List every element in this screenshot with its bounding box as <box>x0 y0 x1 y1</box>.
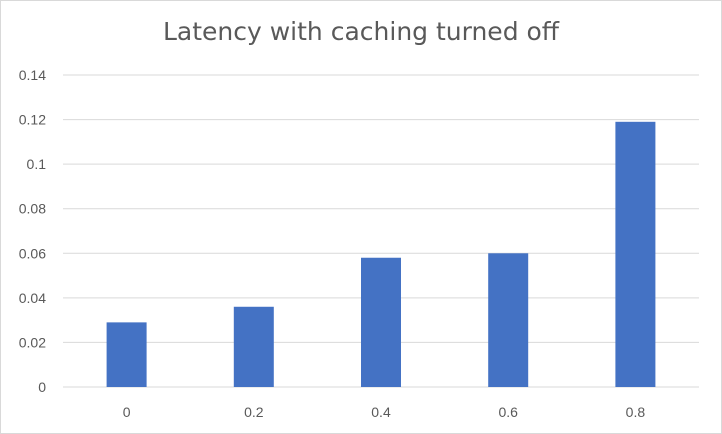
bar-0 <box>106 322 147 387</box>
chart-title: Latency with caching turned off <box>162 17 560 46</box>
y-tick-label: 0.12 <box>19 112 46 128</box>
bar-0.4 <box>361 257 401 387</box>
bar-0.6 <box>488 253 529 387</box>
y-tick-label: 0.04 <box>19 290 46 306</box>
y-tick-label: 0.08 <box>19 201 46 217</box>
bar-0.8 <box>615 121 656 388</box>
x-tick-label: 0.2 <box>244 404 264 420</box>
bar-0.2 <box>233 306 274 387</box>
bars <box>106 121 656 388</box>
y-tick-label: 0.1 <box>27 156 47 172</box>
x-tick-label: 0 <box>123 404 131 420</box>
x-axis-tick-labels: 0 0.2 0.4 0.6 0.8 <box>123 404 646 420</box>
x-tick-label: 0.6 <box>498 404 518 420</box>
y-tick-label: 0.06 <box>19 245 46 261</box>
x-tick-label: 0.4 <box>371 404 391 420</box>
y-tick-label: 0 <box>38 379 46 395</box>
y-tick-label: 0.02 <box>19 334 46 350</box>
y-axis-tick-labels: 0 0.02 0.04 0.06 0.08 0.1 0.12 0.14 <box>19 67 46 395</box>
y-tick-label: 0.14 <box>19 67 46 83</box>
x-tick-label: 0.8 <box>626 404 646 420</box>
